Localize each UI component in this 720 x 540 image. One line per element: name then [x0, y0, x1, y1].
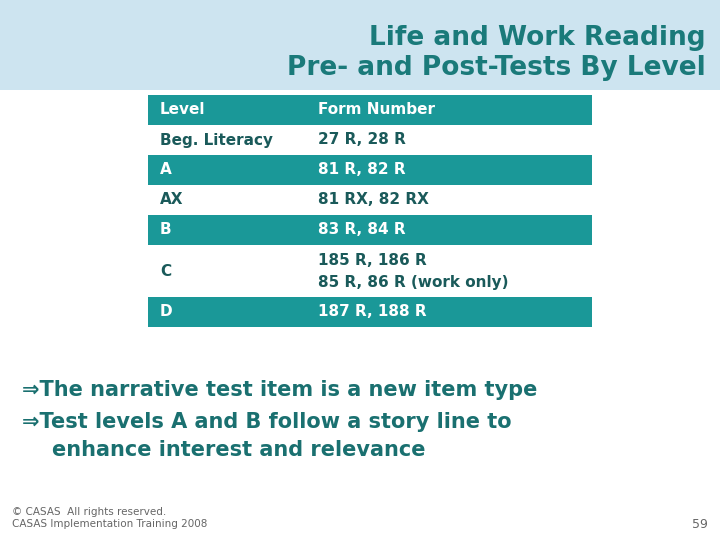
- Text: AX: AX: [160, 192, 184, 207]
- Bar: [148, 215, 592, 245]
- Text: 85 R, 86 R (work only): 85 R, 86 R (work only): [318, 275, 508, 290]
- Bar: [0, 0, 720, 90]
- Text: 27 R, 28 R: 27 R, 28 R: [318, 132, 406, 147]
- Text: Life and Work Reading: Life and Work Reading: [369, 25, 706, 51]
- Text: B: B: [160, 222, 171, 238]
- Bar: [148, 155, 592, 185]
- Text: 81 R, 82 R: 81 R, 82 R: [318, 163, 405, 178]
- Text: 59: 59: [692, 517, 708, 530]
- Text: Beg. Literacy: Beg. Literacy: [160, 132, 273, 147]
- Text: C: C: [160, 264, 171, 279]
- Text: 185 R, 186 R: 185 R, 186 R: [318, 253, 427, 268]
- Text: © CASAS  All rights reserved.: © CASAS All rights reserved.: [12, 507, 166, 517]
- Text: 187 R, 188 R: 187 R, 188 R: [318, 305, 427, 320]
- Text: Level: Level: [160, 103, 205, 118]
- Bar: [148, 125, 592, 155]
- Text: ⇒Test levels A and B follow a story line to: ⇒Test levels A and B follow a story line…: [22, 412, 512, 432]
- Bar: [148, 297, 592, 327]
- Text: CASAS Implementation Training 2008: CASAS Implementation Training 2008: [12, 519, 207, 529]
- Bar: [148, 185, 592, 215]
- Bar: [148, 95, 592, 125]
- Text: Pre- and Post-Tests By Level: Pre- and Post-Tests By Level: [287, 55, 706, 81]
- Text: enhance interest and relevance: enhance interest and relevance: [52, 440, 426, 460]
- Text: Form Number: Form Number: [318, 103, 435, 118]
- Text: D: D: [160, 305, 173, 320]
- Text: ⇒The narrative test item is a new item type: ⇒The narrative test item is a new item t…: [22, 380, 537, 400]
- Bar: [148, 245, 592, 297]
- Text: 83 R, 84 R: 83 R, 84 R: [318, 222, 405, 238]
- Text: A: A: [160, 163, 172, 178]
- Text: 81 RX, 82 RX: 81 RX, 82 RX: [318, 192, 429, 207]
